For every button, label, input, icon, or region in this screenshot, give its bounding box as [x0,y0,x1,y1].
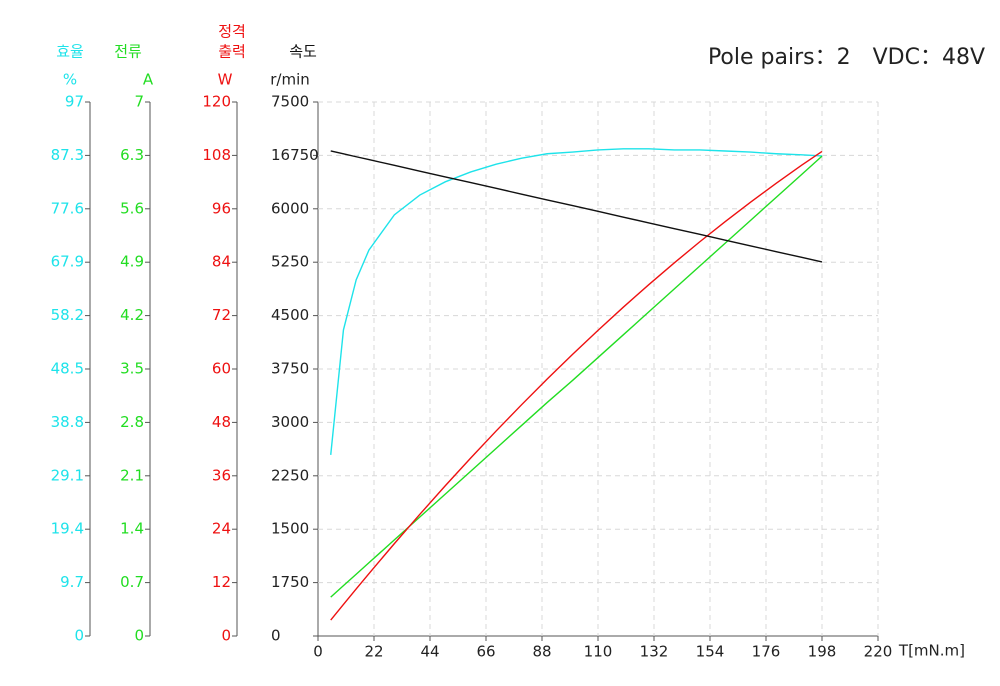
y-tick-label: 48 [212,413,231,431]
x-tick-label: 110 [584,643,613,661]
y-tick-label: 38.8 [51,413,84,431]
x-tick-label: 22 [364,643,383,661]
y-tick-label: 4.2 [120,306,144,324]
y-tick-label: 2.8 [120,413,144,431]
y-axis-unit: r/min [270,71,310,89]
y-tick-label: 6000 [271,199,309,217]
y-tick-label: 87.3 [51,146,84,164]
x-tick-label: 176 [752,643,781,661]
y-axis-unit: % [63,71,77,89]
y-tick-label: 48.5 [51,360,84,378]
y-tick-label: 84 [212,253,231,271]
y-tick-label: 9.7 [60,573,84,591]
y-tick-label: 24 [212,520,231,538]
y-axis-title: 전류 [114,43,142,61]
y-tick-label: 72 [212,306,231,324]
y-axis-unit: W [218,71,233,89]
y-tick-label: 108 [202,146,231,164]
y-tick-label: 36 [212,466,231,484]
y-axis-title: 효율 [56,43,84,61]
y-axis-unit: A [143,71,154,89]
y-tick-label: 7500 [271,93,309,111]
y-tick-label: 12 [212,573,231,591]
y-tick-label: 16750 [271,146,319,164]
y-axis-title: 속도 [289,43,317,61]
series-line [330,155,823,598]
y-tick-label: 4.9 [120,253,144,271]
x-tick-label: 220 [864,643,893,661]
y-tick-label: 2.1 [120,466,144,484]
x-tick-label: 132 [640,643,669,661]
y-tick-label: 0 [271,627,281,645]
y-tick-label: 4500 [271,306,309,324]
y-tick-label: 3000 [271,413,309,431]
y-tick-label: 19.4 [51,520,84,538]
y-tick-label: 0 [134,627,144,645]
y-tick-label: 29.1 [51,466,84,484]
y-tick-label: 7 [134,93,144,111]
series-line [330,148,823,455]
x-tick-label: 0 [313,643,323,661]
y-tick-label: 5250 [271,253,309,271]
series-line [330,150,823,263]
y-tick-label: 58.2 [51,306,84,324]
y-tick-label: 0 [74,627,84,645]
y-tick-label: 0.7 [120,573,144,591]
chart-title: Pole pairs：2 VDC：48V [708,45,985,70]
x-tick-label: 66 [476,643,495,661]
y-tick-label: 60 [212,360,231,378]
y-tick-label: 5.6 [120,199,144,217]
x-tick-label: 154 [696,643,725,661]
y-tick-label: 120 [202,93,231,111]
y-tick-label: 0 [221,627,231,645]
y-axis-title: 출력 [218,43,246,61]
x-axis-label: T[mN.m] [898,642,965,660]
x-tick-label: 198 [808,643,837,661]
y-tick-label: 67.9 [51,253,84,271]
y-tick-label: 1500 [271,520,309,538]
y-tick-label: 6.3 [120,146,144,164]
y-tick-label: 3.5 [120,360,144,378]
y-tick-label: 3750 [271,360,309,378]
series-line [330,150,823,621]
y-tick-label: 2250 [271,466,309,484]
y-tick-label: 1.4 [120,520,144,538]
y-tick-label: 1750 [271,573,309,591]
x-tick-label: 88 [532,643,551,661]
x-tick-label: 44 [420,643,439,661]
y-axis-title: 정격 [218,23,246,41]
y-tick-label: 77.6 [51,199,84,217]
y-tick-label: 97 [65,93,84,111]
y-tick-label: 96 [212,199,231,217]
